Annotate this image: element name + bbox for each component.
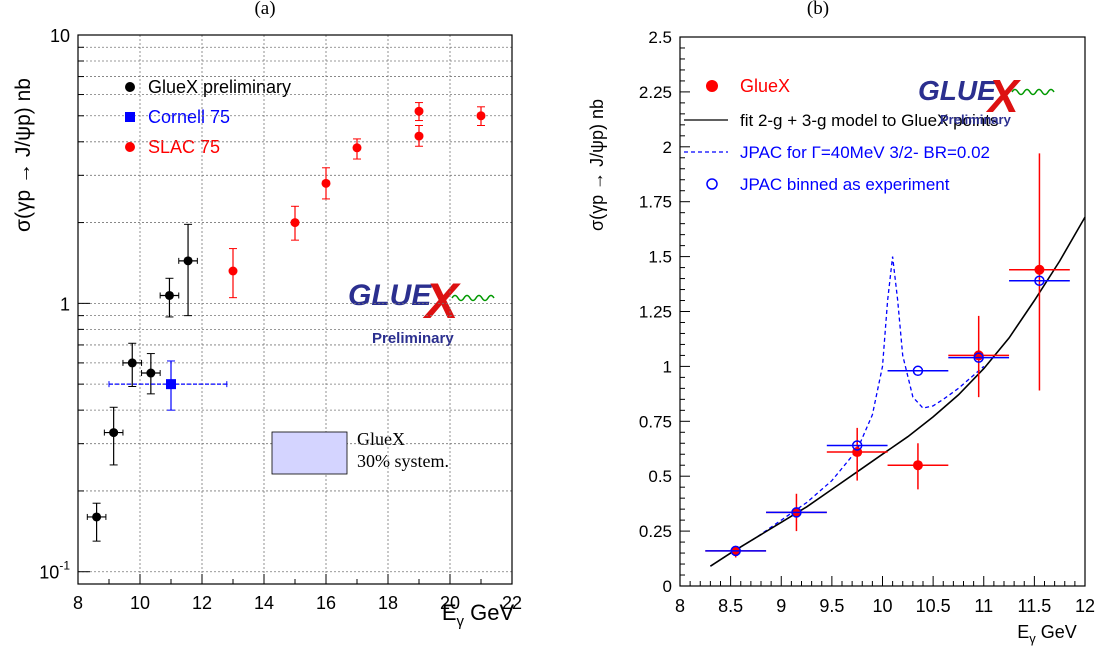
panel-b-legend-fit: fit 2-g + 3-g model to GlueX points: [740, 111, 998, 130]
gluex-logo-b-wave: [1011, 88, 1055, 96]
panel-a-xtick-label: 10: [130, 593, 150, 613]
gluex-logo-a-text: GLUE: [348, 279, 432, 312]
panel-b-xtick-label: 9.5: [819, 596, 844, 616]
panel-a-xtick-label: 22: [502, 593, 522, 613]
panel-b-ytick-label: 1.25: [639, 303, 672, 322]
panel-b-ytick-label: 0: [663, 577, 672, 596]
panel-a-xtick-label: 18: [378, 593, 398, 613]
panel-b-gluex-point: [912, 460, 923, 471]
panel-b-ytick-label: 1: [663, 357, 672, 376]
panel-b-ytick-label: 2.5: [648, 28, 672, 47]
panel-a-legend-cornell: Cornell 75: [148, 107, 230, 127]
panel-b-ytick-label: 2.25: [639, 83, 672, 102]
panel-b-xtick-label: 9: [776, 596, 786, 616]
gluex-logo-b: GLUE X Preliminary: [918, 70, 1055, 127]
panel-b-xtick-label: 11: [974, 596, 993, 616]
gluex-logo-b-x: X: [985, 70, 1021, 122]
panel-a-legend-slac: SLAC 75: [148, 137, 220, 157]
panel-a-ytick-exp: -1: [59, 559, 70, 573]
panel-b-ytick-label: 0.75: [639, 412, 672, 431]
syst-box-line2: 30% system.: [357, 451, 449, 471]
panel-a-xlabel: Eγ GeV: [442, 600, 515, 630]
panel-b-xlabel: Eγ GeV: [1017, 622, 1077, 646]
panel-b-ytick-label: 0.25: [639, 522, 672, 541]
panel-a-ytick-label: 10: [50, 26, 70, 46]
panel-a-xlabel-main: E: [442, 600, 457, 625]
panel-b-xtick-label: 12: [1075, 596, 1095, 616]
panel-b-jpac-point: [730, 545, 741, 557]
panel-b-xtick-label: 10.5: [916, 596, 951, 616]
panel-b-xlabel-sub: γ: [1029, 631, 1036, 646]
panel-b-frame: [679, 36, 1086, 587]
panel-a-legend-marker-gluex: [125, 82, 135, 92]
gluex-logo-a-wave: [451, 294, 495, 302]
panel-a-point: [476, 111, 486, 121]
panel-b-jpac-point: [851, 440, 863, 451]
panel-b-legend-jpac: JPAC for Γ=40MeV 3/2- BR=0.02: [740, 143, 990, 162]
panel-b-xlabel-main: E: [1017, 622, 1029, 642]
panel-a-label: (a): [254, 0, 275, 19]
panel-a-point: [164, 290, 174, 300]
panel-b-jpac-curve: [710, 256, 985, 567]
gluex-logo-b-sub: Preliminary: [940, 112, 1012, 127]
panel-b-legend-marker-gluex: [706, 80, 718, 92]
panel-a-point: [127, 358, 137, 368]
panel-a-xtick-label: 12: [192, 593, 212, 613]
panel-a-legend-marker-cornell: [125, 112, 135, 122]
panel-a-ytick-label: 1: [60, 294, 70, 314]
panel-a-xtick-label: 16: [316, 593, 336, 613]
panel-b-fit-curve: [709, 216, 1086, 567]
panel-b-ytick-label: 1.5: [648, 248, 672, 267]
panel-a-point: [183, 256, 193, 266]
panel-b-xtick-label: 8.5: [718, 596, 743, 616]
panel-b-jpac-point: [973, 352, 984, 363]
panel-a-point: [146, 368, 156, 378]
panel-a-xtick-label: 14: [254, 593, 274, 613]
panel-a-legend-gluex: GlueX preliminary: [148, 77, 291, 97]
panel-a-legend-marker-slac: [125, 142, 135, 152]
panel-a-point: [414, 131, 424, 141]
syst-box-line1: GlueX: [357, 429, 405, 449]
panel-a-point: [321, 178, 331, 188]
panel-b-xtick-label: 8: [675, 596, 685, 616]
panel-a-point: [352, 143, 362, 153]
panel-b-xtick-label: 10: [872, 596, 892, 616]
panel-b-ytick-label: 0.5: [648, 467, 672, 486]
panel-a-point: [166, 379, 176, 390]
panel-b-gluex-point: [1034, 264, 1045, 275]
gluex-logo-a: GLUE X Preliminary: [348, 273, 495, 347]
panel-b-xlabel-unit: GeV: [1036, 622, 1077, 642]
panel-a-point: [290, 218, 300, 228]
panel-b-xtick-label: 11.5: [1018, 596, 1052, 616]
panel-a-xlabel-sub: γ: [457, 613, 465, 630]
panel-a-frame: [77, 34, 513, 585]
syst-box: [271, 431, 348, 475]
panel-b-jpac-point: [1034, 275, 1045, 287]
gluex-logo-a-sub: Preliminary: [372, 330, 454, 347]
panel-a-point: [92, 512, 102, 522]
panel-b-jpac-point: [912, 365, 924, 377]
panel-a-point: [414, 106, 424, 116]
panel-a-ytick-label: 10-1: [39, 559, 70, 583]
panel-a-xlabel-unit: GeV: [464, 600, 514, 625]
panel-a-point: [109, 428, 119, 438]
gluex-logo-a-x: X: [422, 273, 461, 329]
panel-a-ylabel: σ(γp → J/ψp) nb: [12, 78, 35, 232]
panel-b-legend-gluex: GlueX: [740, 76, 790, 96]
panel-b-label: (b): [807, 0, 829, 19]
panel-a-xtick-label: 8: [73, 593, 83, 613]
panel-b-legend-marker-binned: [706, 178, 718, 190]
panel-b-legend-binned: JPAC binned as experiment: [740, 175, 950, 194]
panel-b-jpac-point: [791, 507, 802, 518]
panel-a-xtick-label: 20: [440, 593, 460, 613]
panel-a-point: [228, 266, 238, 276]
gluex-logo-b-text: GLUE: [918, 75, 997, 106]
panel-b-ytick-label: 2: [663, 138, 672, 157]
panel-b-ytick-label: 1.75: [639, 193, 672, 212]
panel-b-ylabel: σ(γp → J/ψp) nb: [587, 99, 607, 231]
